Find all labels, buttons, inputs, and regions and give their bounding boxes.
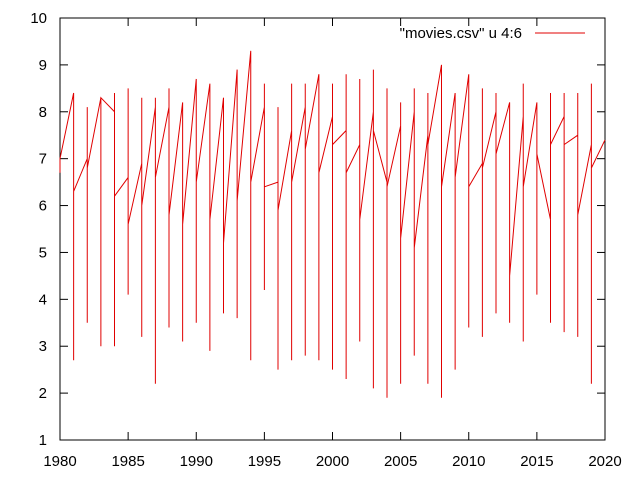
x-tick-label: 1985 (111, 453, 144, 470)
y-axis-tick-labels: 1 2 3 4 5 6 7 8 9 10 (30, 10, 47, 449)
y-tick-label: 7 (39, 151, 47, 168)
x-axis-tick-labels: 1980 1985 1990 1995 2000 2005 2010 2015 2020 (43, 453, 621, 470)
axis-ticks (59, 17, 606, 441)
x-tick-label: 2010 (452, 453, 485, 470)
y-tick-label: 8 (39, 104, 47, 121)
y-tick-label: 4 (39, 291, 47, 308)
x-tick-label: 2000 (316, 453, 349, 470)
y-tick-label: 3 (39, 338, 47, 355)
y-tick-label: 5 (39, 244, 47, 261)
y-tick-label: 10 (30, 10, 47, 27)
legend-label: "movies.csv" u 4:6 (400, 25, 522, 42)
legend: "movies.csv" u 4:6 (400, 25, 585, 42)
y-tick-label: 6 (39, 198, 47, 215)
y-tick-label: 2 (39, 385, 47, 402)
x-tick-label: 2020 (588, 453, 621, 470)
series-line (59, 50, 606, 398)
x-tick-label: 1980 (43, 453, 76, 470)
y-tick-label: 1 (39, 432, 47, 449)
x-tick-label: 1990 (180, 453, 213, 470)
x-tick-label: 2015 (520, 453, 553, 470)
series-group (59, 50, 606, 398)
y-tick-label: 9 (39, 57, 47, 74)
x-tick-label: 2005 (384, 453, 417, 470)
x-tick-label: 1995 (248, 453, 281, 470)
